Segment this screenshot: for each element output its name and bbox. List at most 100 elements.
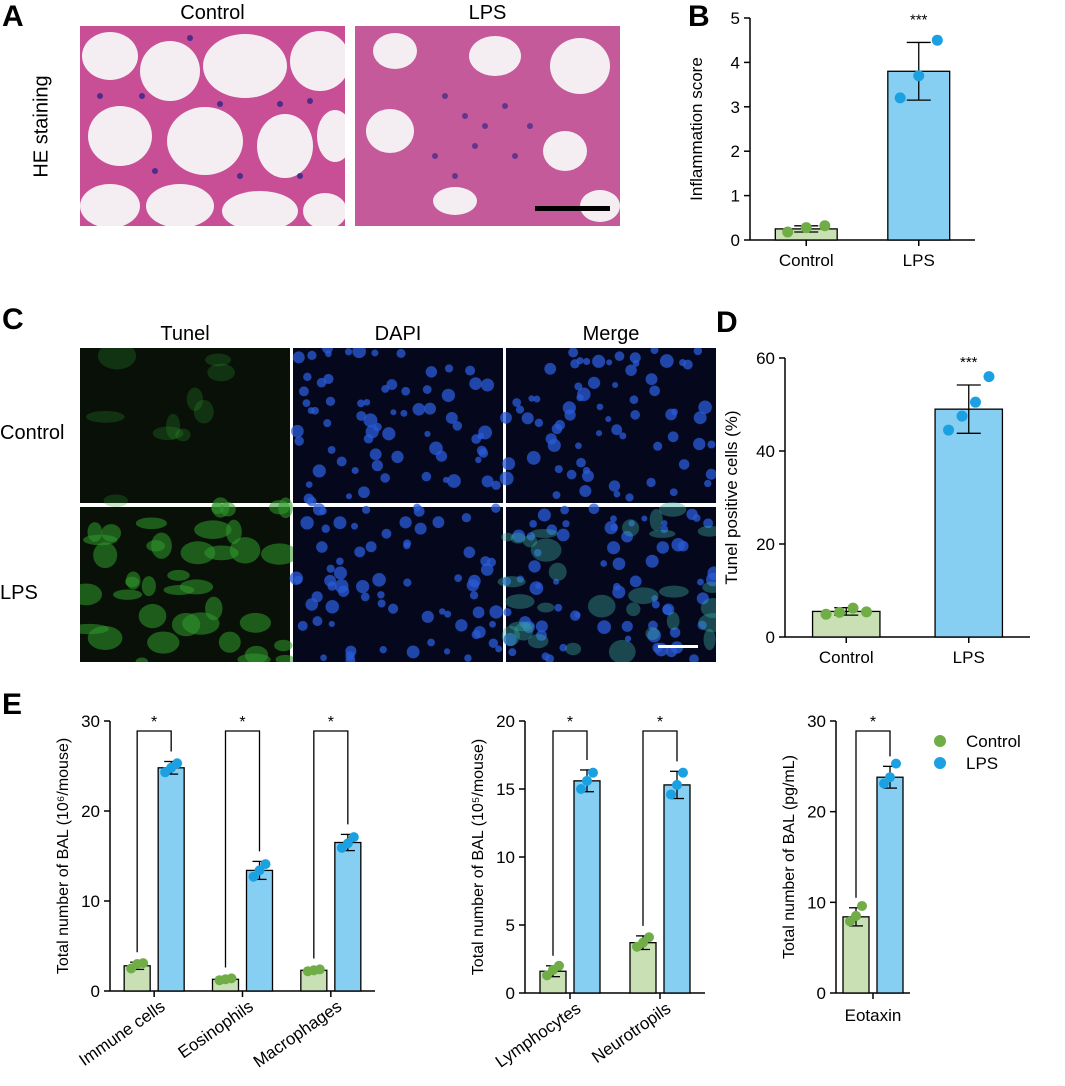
nucleus-dot [441, 388, 456, 402]
data-point [782, 226, 794, 238]
merge-overlap [658, 502, 687, 517]
chart-d-tunel-positive: 0 20 40 60 Tunel positive cells (%) Control LP… [722, 349, 1030, 667]
y-tick-label: 20 [756, 535, 775, 554]
data-point [314, 964, 325, 975]
data-point [834, 606, 846, 618]
nucleus-dot [478, 448, 489, 458]
data-point [894, 92, 906, 104]
legend-marker-lps [934, 757, 946, 769]
data-point [847, 602, 859, 614]
fluor-tile-lps-tunel [69, 497, 298, 667]
chart-e3-bal-eotaxin: 0 10 20 30 Total number of BAL (pg/mL) * Eotax… [781, 712, 1021, 1025]
y-tick-label: 30 [807, 712, 826, 731]
y-tick-label: 20 [81, 802, 100, 821]
nucleus-dot [606, 359, 613, 366]
nucleus-dot [610, 515, 617, 523]
data-point [644, 932, 654, 943]
nucleus-dot [312, 616, 323, 627]
nucleus-dot [352, 344, 366, 359]
x-tick-label: Eosinophils [175, 997, 257, 1062]
nucleus-dot [630, 410, 641, 420]
dapi-col-title: DAPI [374, 323, 422, 345]
nucleus-dot [307, 350, 317, 361]
nucleus-dot [396, 348, 406, 359]
fluorescence-tiles [69, 342, 729, 667]
nucleus-dot [649, 385, 660, 397]
y-tick-label: 0 [766, 628, 775, 647]
y-tick-label: 15 [496, 780, 515, 799]
nucleus-dot [323, 419, 332, 428]
tunel-signal [147, 631, 180, 654]
nucleus-dot [605, 416, 612, 423]
nucleus-dot [537, 508, 551, 522]
nucleus-dot [503, 608, 512, 617]
tunel-signal [179, 579, 214, 595]
nucleus-dot [422, 385, 432, 394]
merge-overlap [626, 602, 641, 617]
nucleus-dot [610, 523, 618, 532]
nucleus-dot [697, 620, 707, 630]
nucleus-dot [480, 378, 495, 392]
y-tick-label: 3 [731, 98, 740, 117]
nucleus-dot [534, 418, 544, 428]
nucleus-dot [334, 579, 349, 593]
significance-label: * [151, 714, 157, 731]
nucleus-dot [357, 399, 365, 408]
nucleus-dot [386, 379, 398, 390]
nucleus-dot [533, 395, 541, 403]
fluor-scale-bar [658, 645, 698, 648]
nucleus-dot [512, 398, 522, 407]
nucleus-dot [452, 421, 463, 431]
nucleus-dot [377, 599, 386, 608]
nucleus-dot [435, 450, 448, 462]
nucleus-dot [464, 654, 472, 662]
y-tick-label: 0 [817, 984, 826, 1003]
nucleus-dot [698, 400, 712, 415]
tunel-signal [138, 603, 167, 629]
y-axis-label: Inflammation score [690, 57, 706, 201]
nucleus-dot [303, 372, 312, 382]
nucleus-dot [365, 541, 377, 553]
nucleus-dot [423, 402, 436, 415]
nucleus-dot [351, 522, 358, 530]
nucleus-dot [488, 638, 499, 648]
nucleus-dot [502, 457, 516, 471]
nucleus-dot [526, 532, 536, 541]
nucleus-dot [656, 541, 670, 554]
significance-label: *** [960, 354, 978, 371]
significance-bracket [136, 730, 172, 953]
nucleus-dot [294, 436, 304, 446]
tunel-signal [182, 612, 220, 635]
y-tick-label: 40 [756, 442, 775, 461]
tunel-signal [239, 612, 272, 633]
nucleus-dot [653, 441, 663, 451]
tunel-signal [180, 541, 216, 565]
nucleus-dot [489, 620, 496, 628]
nucleus-dot [512, 529, 526, 543]
merge-overlap [608, 639, 636, 664]
bar-control [629, 942, 657, 994]
fluor-tile-control-tunel [80, 342, 290, 508]
nucleus-dot [662, 604, 673, 615]
nucleus-dot [619, 432, 627, 440]
nucleus-dot [388, 603, 399, 614]
data-point [672, 779, 682, 790]
merge-overlap [659, 585, 689, 598]
nucleus-dot [444, 610, 452, 618]
nucleus-dot [427, 638, 435, 647]
tunel-signal [278, 497, 293, 519]
nucleus-dot [305, 481, 313, 488]
nucleus-dot [413, 505, 425, 517]
nucleus-dot [535, 620, 548, 633]
x-tick-label: LPS [903, 251, 935, 270]
nucleus-dot [529, 581, 544, 595]
he-lps-image [355, 26, 620, 226]
nucleus-dot [491, 503, 501, 513]
nucleus-dot [521, 412, 534, 425]
data-point [931, 34, 943, 46]
nucleus-dot [311, 406, 319, 415]
x-tick-label: Immune cells [76, 997, 169, 1070]
nucleus-dot [489, 605, 503, 619]
nucleus-dot [425, 366, 438, 378]
nucleus-dot [686, 508, 698, 520]
